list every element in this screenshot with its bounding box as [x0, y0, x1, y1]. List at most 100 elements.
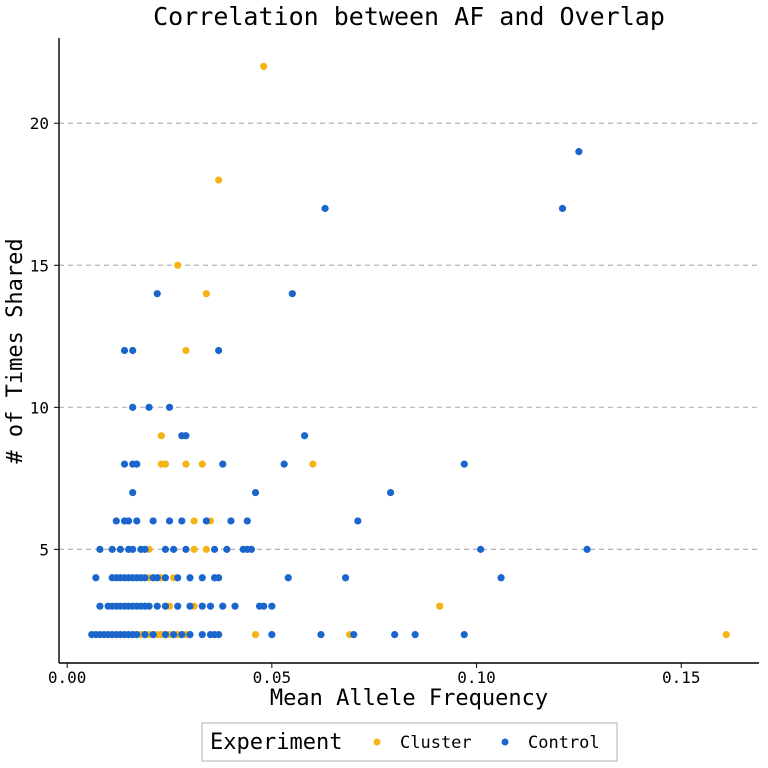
point-control	[460, 460, 468, 468]
point-cluster	[260, 62, 268, 71]
point-control	[354, 517, 362, 525]
point-control	[341, 574, 350, 582]
point-cluster	[182, 460, 190, 468]
point-control	[202, 517, 210, 525]
point-control	[174, 574, 182, 582]
point-control	[497, 574, 505, 582]
gridlines	[59, 122, 759, 550]
point-cluster	[190, 517, 198, 525]
point-control	[108, 545, 116, 553]
point-control	[161, 545, 170, 553]
point-control	[227, 517, 235, 525]
point-control	[247, 545, 255, 553]
point-control	[268, 630, 276, 639]
point-control	[182, 545, 190, 553]
point-control	[165, 403, 174, 411]
point-control	[174, 602, 182, 610]
point-cluster	[722, 630, 730, 639]
point-cluster	[174, 261, 182, 269]
point-cluster	[436, 602, 444, 610]
point-control	[153, 602, 161, 610]
legend-box	[201, 722, 618, 762]
x-tick-label: 0.10	[457, 668, 496, 687]
point-control	[251, 488, 260, 497]
point-cluster	[202, 545, 210, 553]
point-control	[149, 630, 157, 639]
legend: Experiment Cluster Control	[201, 722, 618, 762]
y-axis-label: # of Times Shared	[3, 238, 28, 463]
point-control	[129, 488, 137, 497]
x-tick-label: 0.00	[48, 668, 87, 687]
legend-label-cluster: Cluster	[400, 733, 472, 753]
point-cluster	[190, 545, 198, 553]
point-control	[120, 460, 129, 468]
data-points	[88, 62, 730, 639]
point-control	[153, 290, 161, 298]
point-control	[215, 346, 223, 355]
point-control	[124, 517, 133, 525]
x-tick-label: 0.05	[253, 668, 292, 687]
point-control	[215, 630, 223, 639]
point-cluster	[198, 460, 206, 468]
point-control	[165, 517, 174, 525]
point-control	[133, 517, 141, 525]
point-control	[280, 460, 288, 468]
point-cluster	[215, 176, 223, 184]
point-control	[141, 545, 149, 553]
point-control	[120, 346, 129, 355]
point-control	[133, 460, 141, 468]
point-control	[141, 630, 149, 639]
point-control	[161, 602, 170, 610]
y-tick-label: 20	[30, 114, 49, 133]
point-control	[149, 517, 157, 525]
point-control	[145, 403, 153, 411]
y-tick-label: 15	[30, 256, 49, 275]
point-control	[178, 630, 186, 639]
point-control	[260, 602, 268, 610]
point-control	[186, 602, 194, 610]
point-control	[268, 602, 276, 610]
point-control	[198, 602, 206, 610]
point-cluster	[251, 630, 260, 639]
point-control	[161, 574, 170, 582]
point-control	[182, 432, 190, 440]
point-cluster	[161, 460, 170, 468]
point-control	[386, 488, 395, 497]
chart-title: Correlation between AF and Overlap	[153, 2, 665, 31]
point-control	[411, 630, 419, 639]
point-control	[215, 574, 223, 582]
point-control	[92, 574, 100, 582]
point-control	[206, 602, 215, 610]
point-control	[153, 574, 161, 582]
point-control	[129, 346, 137, 355]
point-control	[116, 545, 125, 553]
point-control	[223, 545, 231, 553]
point-control	[219, 460, 227, 468]
point-control	[321, 204, 329, 213]
y-tick-label: 10	[30, 398, 49, 417]
point-control	[477, 545, 485, 553]
point-control	[460, 630, 468, 639]
point-control	[112, 517, 120, 525]
point-control	[210, 545, 219, 553]
legend-dot-control	[501, 738, 509, 746]
point-cluster	[309, 460, 317, 468]
legend-label-control: Control	[528, 733, 600, 753]
point-control	[133, 630, 141, 639]
point-control	[170, 630, 178, 639]
point-control	[129, 545, 137, 553]
point-control	[141, 574, 149, 582]
point-control	[288, 290, 296, 298]
point-control	[161, 630, 170, 639]
point-control	[178, 517, 186, 525]
y-ticks: 5 10 15 20	[30, 114, 59, 559]
point-control	[301, 432, 309, 440]
point-control	[129, 403, 137, 411]
x-axis-label: Mean Allele Frequency	[270, 686, 548, 711]
point-control	[391, 630, 399, 639]
y-tick-label: 5	[39, 540, 49, 559]
legend-title: Experiment	[210, 730, 342, 755]
point-control	[284, 574, 292, 582]
point-control	[575, 148, 583, 156]
